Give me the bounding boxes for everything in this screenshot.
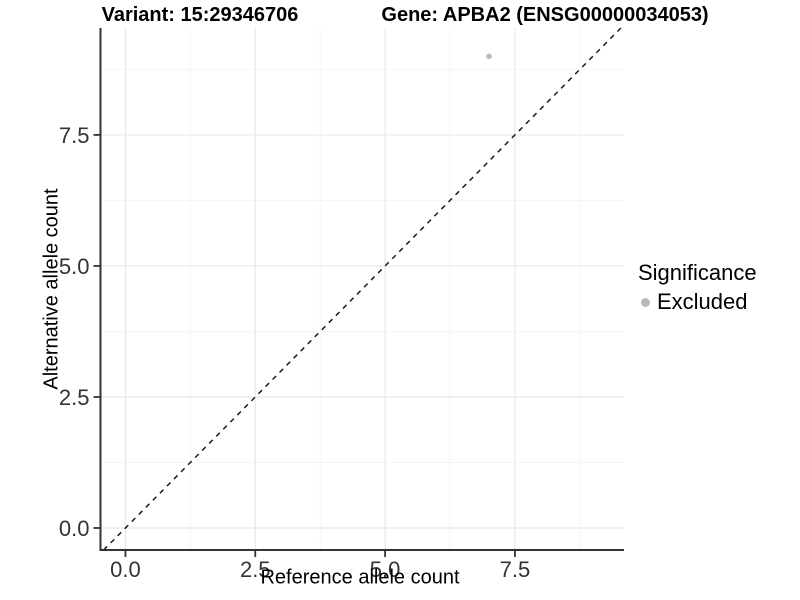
- identity-line: [103, 27, 622, 551]
- x-axis-title: Reference allele count: [260, 566, 460, 589]
- legend: Significance Excluded: [638, 260, 757, 315]
- x-tick-label: 5.0: [370, 557, 401, 582]
- legend-point-marker-icon: [641, 297, 650, 307]
- x-tick-label: 2.5: [240, 557, 271, 582]
- legend-entry-excluded: Excluded: [638, 289, 757, 315]
- y-tick-label: 7.5: [59, 123, 90, 148]
- x-tick-label: 7.5: [500, 557, 531, 582]
- y-tick-label: 5.0: [59, 254, 90, 279]
- legend-title: Significance: [638, 260, 757, 285]
- y-tick-label: 2.5: [59, 385, 90, 410]
- y-tick-label: 0.0: [59, 516, 90, 541]
- y-axis-title: Alternative allele count: [40, 188, 63, 390]
- x-tick-label: 0.0: [110, 557, 141, 582]
- plot-title-gene: Gene: APBA2 (ENSG00000034053): [381, 4, 709, 26]
- plot-title-variant: Variant: 15:29346706: [101, 4, 299, 26]
- legend-entry-label: Excluded: [657, 289, 748, 314]
- data-point: [486, 53, 492, 60]
